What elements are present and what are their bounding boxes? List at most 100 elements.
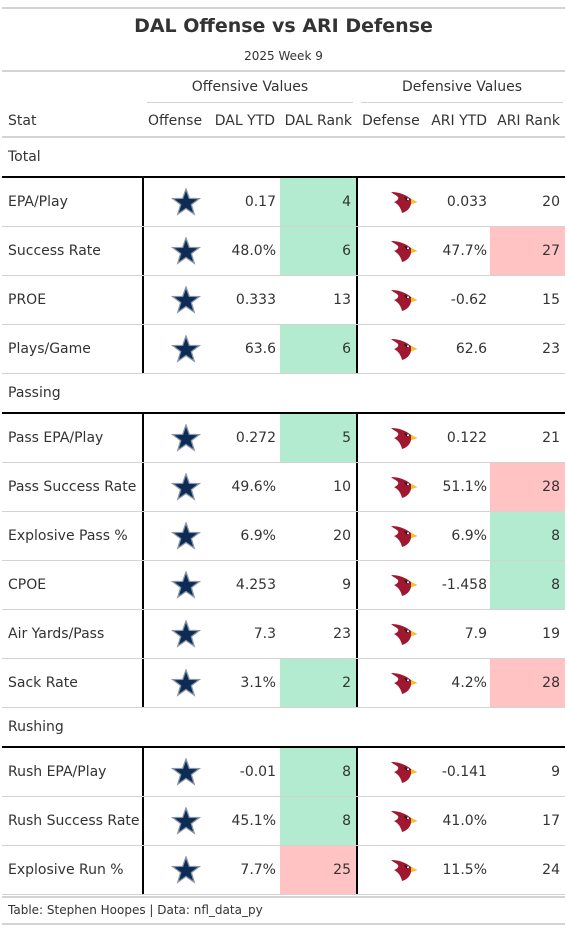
offense-column-border bbox=[142, 748, 144, 894]
stat-name: Air Yards/Pass bbox=[8, 626, 105, 642]
arizona-cardinals-bird-icon bbox=[389, 424, 419, 452]
ari-ytd-value: -0.141 bbox=[441, 764, 487, 780]
arizona-cardinals-bird-icon bbox=[389, 669, 419, 697]
arizona-cardinals-bird-icon bbox=[389, 335, 419, 363]
row-divider bbox=[2, 226, 565, 227]
table-row: Rush Success Rate 45.1% 8 41.0% 17 bbox=[2, 797, 565, 846]
table-subtitle: 2025 Week 9 bbox=[244, 49, 323, 63]
ari-rank-value: 19 bbox=[542, 626, 560, 642]
col-header-defense: Defense bbox=[362, 113, 420, 129]
dal-ytd-value: 0.17 bbox=[244, 194, 276, 210]
ari-ytd-value: 11.5% bbox=[442, 862, 487, 878]
dal-ytd-value: 0.272 bbox=[235, 430, 276, 446]
row-divider bbox=[2, 462, 565, 463]
dal-ytd-value: 7.3 bbox=[253, 626, 276, 642]
dallas-cowboys-star-icon bbox=[170, 521, 202, 550]
row-divider bbox=[2, 275, 565, 276]
stat-name: Success Rate bbox=[8, 243, 101, 259]
source-note: Table: Stephen Hoopes | Data: nfl_data_p… bbox=[8, 903, 263, 917]
dal-ytd-value: 3.1% bbox=[240, 675, 276, 691]
row-divider bbox=[2, 894, 565, 895]
dallas-cowboys-star-icon bbox=[170, 619, 202, 648]
ari-ytd-value: 7.9 bbox=[464, 626, 487, 642]
dal-rank-highlight bbox=[280, 846, 356, 894]
group-top-border bbox=[2, 176, 565, 178]
ari-ytd-value: -1.458 bbox=[441, 577, 487, 593]
ari-rank-value: 15 bbox=[542, 292, 560, 308]
group-top-border bbox=[2, 746, 565, 748]
group-label-rushing: Rushing bbox=[8, 719, 64, 735]
ari-ytd-value: 0.033 bbox=[446, 194, 487, 210]
col-header-dal-ytd: DAL YTD bbox=[214, 113, 275, 129]
dal-rank-highlight bbox=[280, 659, 356, 707]
dal-ytd-value: 7.7% bbox=[240, 862, 276, 878]
defensive-spanner-rule bbox=[361, 102, 563, 103]
dal-rank-value: 13 bbox=[333, 292, 351, 308]
stat-name: PROE bbox=[8, 292, 47, 308]
dal-rank-value: 6 bbox=[342, 243, 351, 259]
ari-rank-value: 21 bbox=[542, 430, 560, 446]
ari-rank-highlight bbox=[490, 512, 565, 560]
table-row: PROE 0.333 13 -0.62 15 bbox=[2, 276, 565, 325]
ari-ytd-value: 47.7% bbox=[442, 243, 487, 259]
ari-rank-highlight bbox=[490, 463, 565, 511]
dallas-cowboys-star-icon bbox=[170, 668, 202, 697]
arizona-cardinals-bird-icon bbox=[389, 188, 419, 216]
table-row: Plays/Game 63.6 6 62.6 23 bbox=[2, 325, 565, 374]
arizona-cardinals-bird-icon bbox=[389, 856, 419, 884]
stat-name: Sack Rate bbox=[8, 675, 78, 691]
ari-rank-value: 28 bbox=[542, 675, 560, 691]
ari-rank-highlight bbox=[490, 659, 565, 707]
ari-rank-value: 28 bbox=[542, 479, 560, 495]
col-header-stat: Stat bbox=[8, 113, 37, 129]
dal-rank-value: 9 bbox=[342, 577, 351, 593]
body-bottom-border bbox=[2, 896, 565, 898]
dal-rank-value: 4 bbox=[342, 194, 351, 210]
arizona-cardinals-bird-icon bbox=[389, 237, 419, 265]
dal-ytd-value: -0.01 bbox=[239, 764, 276, 780]
dallas-cowboys-star-icon bbox=[170, 334, 202, 363]
table-row: Sack Rate 3.1% 2 4.2% 28 bbox=[2, 659, 565, 708]
row-divider bbox=[2, 845, 565, 846]
dal-rank-value: 10 bbox=[333, 479, 351, 495]
ari-rank-value: 20 bbox=[542, 194, 560, 210]
dal-ytd-value: 6.9% bbox=[240, 528, 276, 544]
dal-rank-value: 8 bbox=[342, 764, 351, 780]
table-row: Pass EPA/Play 0.272 5 0.122 21 bbox=[2, 414, 565, 463]
offensive-spanner-rule bbox=[147, 102, 353, 103]
row-divider bbox=[2, 796, 565, 797]
table-row: Success Rate 48.0% 6 47.7% 27 bbox=[2, 227, 565, 276]
dal-rank-value: 6 bbox=[342, 341, 351, 357]
arizona-cardinals-bird-icon bbox=[389, 522, 419, 550]
stat-name: Explosive Pass % bbox=[8, 528, 128, 544]
ari-rank-highlight bbox=[490, 561, 565, 609]
arizona-cardinals-bird-icon bbox=[389, 286, 419, 314]
ari-rank-value: 17 bbox=[542, 813, 560, 829]
row-divider bbox=[2, 511, 565, 512]
dal-rank-value: 20 bbox=[333, 528, 351, 544]
top-border bbox=[2, 7, 565, 9]
dal-rank-highlight bbox=[280, 748, 356, 796]
ari-ytd-value: 4.2% bbox=[451, 675, 487, 691]
row-divider bbox=[2, 324, 565, 325]
stat-name: Rush EPA/Play bbox=[8, 764, 107, 780]
ari-ytd-value: 0.122 bbox=[446, 430, 487, 446]
ari-rank-highlight bbox=[490, 227, 565, 275]
stat-name: CPOE bbox=[8, 577, 47, 593]
ari-ytd-value: 51.1% bbox=[442, 479, 487, 495]
offensive-values-spanner: Offensive Values bbox=[191, 79, 309, 95]
dal-ytd-value: 63.6 bbox=[244, 341, 276, 357]
arizona-cardinals-bird-icon bbox=[389, 807, 419, 835]
dallas-cowboys-star-icon bbox=[170, 236, 202, 265]
stat-name: Rush Success Rate bbox=[8, 813, 140, 829]
arizona-cardinals-bird-icon bbox=[389, 473, 419, 501]
dal-rank-value: 25 bbox=[333, 862, 351, 878]
footer-bottom-border bbox=[2, 923, 565, 925]
arizona-cardinals-bird-icon bbox=[389, 758, 419, 786]
ari-rank-value: 9 bbox=[551, 764, 560, 780]
stat-name: Plays/Game bbox=[8, 341, 91, 357]
defense-column-border bbox=[356, 748, 358, 894]
col-header-dal-rank: DAL Rank bbox=[284, 113, 352, 129]
dal-rank-highlight bbox=[280, 797, 356, 845]
dallas-cowboys-star-icon bbox=[170, 187, 202, 216]
